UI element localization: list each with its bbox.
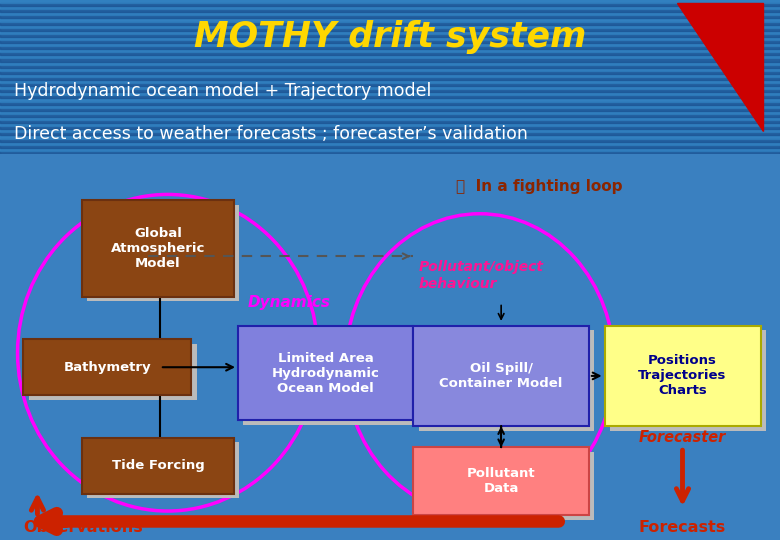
Text: Dynamics: Dynamics [248, 295, 331, 310]
Text: Tide Forcing: Tide Forcing [112, 459, 204, 472]
Bar [0, 49, 780, 52]
Text: Global
Atmospheric
Model: Global Atmospheric Model [111, 227, 205, 270]
Bar [0, 58, 780, 62]
Bar [0, 117, 780, 120]
FancyBboxPatch shape [87, 442, 239, 498]
Text: Pollutant/object
behaviour: Pollutant/object behaviour [419, 260, 544, 291]
FancyBboxPatch shape [87, 205, 239, 301]
Bar [0, 37, 780, 40]
Bar [0, 139, 780, 141]
FancyBboxPatch shape [29, 344, 197, 400]
Bar [0, 46, 780, 49]
Bar [0, 145, 780, 148]
Bar [0, 86, 780, 89]
Bar [0, 123, 780, 126]
Bar [0, 92, 780, 96]
Bar [0, 68, 780, 71]
Bar [0, 77, 780, 80]
Bar [0, 31, 780, 34]
Bar [0, 114, 780, 117]
Text: Limited Area
Hydrodynamic
Ocean Model: Limited Area Hydrodynamic Ocean Model [271, 352, 380, 395]
Text: Positions
Trajectories
Charts: Positions Trajectories Charts [638, 354, 727, 397]
Bar [0, 56, 780, 58]
FancyBboxPatch shape [82, 200, 234, 297]
FancyBboxPatch shape [610, 330, 766, 431]
Text: Pollutant
Data: Pollutant Data [467, 467, 535, 495]
Text: Forecasts: Forecasts [639, 520, 726, 535]
Polygon shape [677, 3, 763, 131]
FancyBboxPatch shape [419, 330, 594, 431]
FancyBboxPatch shape [238, 326, 413, 420]
Bar [0, 83, 780, 86]
Bar [0, 89, 780, 92]
FancyBboxPatch shape [413, 447, 589, 515]
FancyBboxPatch shape [413, 326, 589, 426]
Bar [0, 18, 780, 22]
Bar [0, 120, 780, 123]
Bar [0, 25, 780, 28]
Bar [0, 74, 780, 77]
Bar [0, 108, 780, 111]
Bar [0, 129, 780, 132]
Bar [0, 98, 780, 102]
Text: Oil Spill/
Container Model: Oil Spill/ Container Model [439, 362, 563, 390]
Bar [0, 71, 780, 74]
Text: 👓  In a fighting loop: 👓 In a fighting loop [456, 179, 622, 194]
Bar [0, 12, 780, 15]
Bar [0, 141, 780, 145]
FancyBboxPatch shape [243, 330, 419, 425]
Bar [0, 40, 780, 43]
FancyBboxPatch shape [604, 326, 760, 426]
Bar [0, 105, 780, 108]
Bar [0, 6, 780, 9]
Text: Bathymetry: Bathymetry [63, 361, 151, 374]
Bar [0, 52, 780, 56]
Bar [0, 148, 780, 151]
Bar [0, 65, 780, 68]
Bar [0, 132, 780, 136]
Text: Observations: Observations [23, 520, 144, 535]
Bar [0, 0, 780, 3]
FancyBboxPatch shape [82, 438, 234, 494]
Text: Forecaster: Forecaster [639, 430, 726, 445]
Text: Direct access to weather forecasts ; forecaster’s validation: Direct access to weather forecasts ; for… [14, 125, 528, 143]
Bar [0, 15, 780, 18]
FancyBboxPatch shape [23, 339, 191, 395]
Bar [0, 111, 780, 114]
FancyBboxPatch shape [419, 452, 594, 519]
Bar [0, 9, 780, 12]
Text: Hydrodynamic ocean model + Trajectory model: Hydrodynamic ocean model + Trajectory mo… [14, 82, 431, 100]
Bar [0, 62, 780, 65]
Bar [0, 28, 780, 31]
Text: MOTHY drift system: MOTHY drift system [193, 20, 587, 54]
Bar [0, 102, 780, 105]
Bar [0, 151, 780, 154]
Bar [0, 22, 780, 25]
Bar [0, 136, 780, 139]
Bar [0, 43, 780, 46]
Bar [0, 34, 780, 37]
Bar [0, 126, 780, 129]
Bar [0, 80, 780, 83]
Bar [0, 96, 780, 98]
Bar [0, 3, 780, 6]
